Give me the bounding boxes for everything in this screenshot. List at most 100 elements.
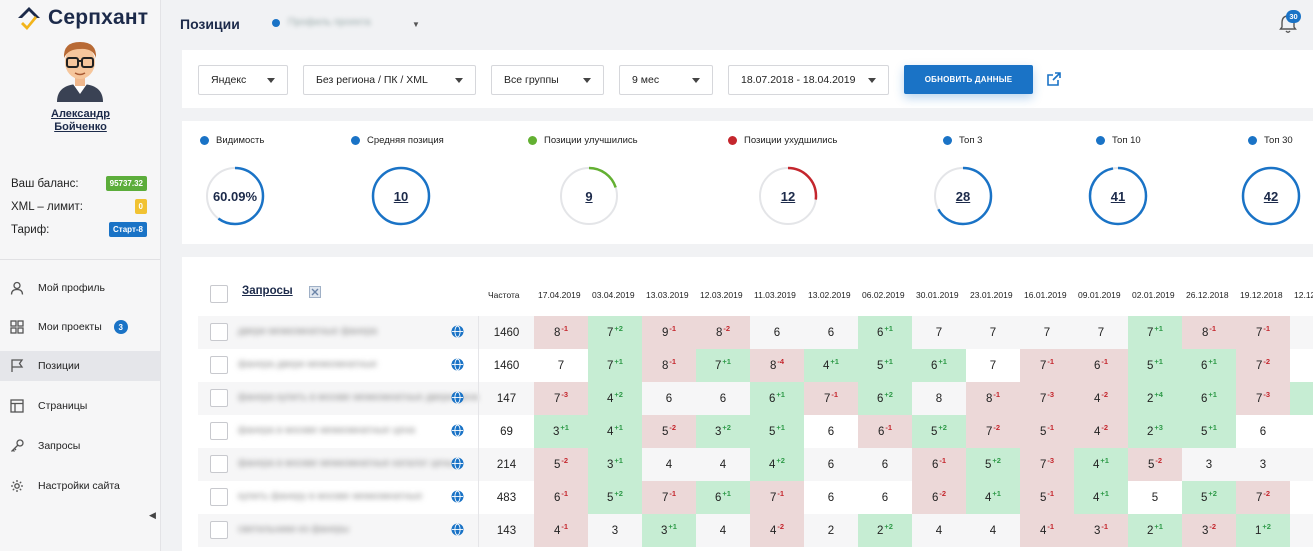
sidebar-item-pages[interactable]: Страницы: [0, 391, 160, 421]
excel-export-icon[interactable]: [309, 286, 321, 298]
position-cell[interactable]: 7: [1074, 316, 1128, 349]
position-cell[interactable]: 3 +2: [696, 415, 750, 448]
position-cell[interactable]: 6 -2: [912, 481, 966, 514]
position-cell[interactable]: 7 -3: [1236, 382, 1290, 415]
position-cell[interactable]: 5 +2: [1182, 481, 1236, 514]
date-column-header[interactable]: 06.02.2019: [862, 290, 905, 300]
position-cell[interactable]: 3: [588, 514, 642, 547]
stat-value[interactable]: 10: [393, 188, 409, 204]
position-cell[interactable]: 7: [966, 316, 1020, 349]
stat-value[interactable]: 42: [1263, 188, 1279, 204]
position-cell[interactable]: 4 -2: [750, 514, 804, 547]
position-cell[interactable]: 3 +1: [642, 514, 696, 547]
date-column-header[interactable]: 23.01.2019: [970, 290, 1013, 300]
avatar[interactable]: [51, 38, 109, 102]
frequency-column-header[interactable]: Частота: [488, 290, 520, 300]
globe-icon[interactable]: [451, 391, 464, 404]
position-cell[interactable]: 3: [1236, 448, 1290, 481]
position-cell[interactable]: [1290, 316, 1313, 349]
position-cell[interactable]: 5 -2: [534, 448, 588, 481]
position-cell[interactable]: 2 +4: [1128, 382, 1182, 415]
stat-value[interactable]: 41: [1110, 188, 1126, 204]
refresh-data-button[interactable]: Обновить данные: [904, 65, 1033, 94]
tariff-badge[interactable]: Старт-8: [109, 222, 147, 237]
position-cell[interactable]: 7 -1: [804, 382, 858, 415]
position-cell[interactable]: 2 +2: [858, 514, 912, 547]
position-cell[interactable]: 2 +1: [1128, 514, 1182, 547]
stat-gauge[interactable]: 41: [1087, 165, 1149, 227]
row-checkbox[interactable]: [210, 521, 228, 539]
position-cell[interactable]: 8: [912, 382, 966, 415]
user-name[interactable]: Александр Бойченко: [0, 108, 161, 134]
position-cell[interactable]: 4 +2: [750, 448, 804, 481]
position-cell[interactable]: 7 +1: [696, 349, 750, 382]
position-cell[interactable]: 6: [750, 316, 804, 349]
position-cell[interactable]: 6: [804, 316, 858, 349]
logo[interactable]: Серпхант: [16, 5, 148, 31]
position-cell[interactable]: 6 +1: [696, 481, 750, 514]
position-cell[interactable]: 4 -1: [534, 514, 588, 547]
position-cell[interactable]: 5: [1128, 481, 1182, 514]
position-cell[interactable]: [1290, 415, 1313, 448]
position-cell[interactable]: 2 +3: [1128, 415, 1182, 448]
date-column-header[interactable]: 12.12.2018: [1294, 290, 1313, 300]
date-column-header[interactable]: 03.04.2019: [592, 290, 635, 300]
position-cell[interactable]: 7 -3: [1020, 382, 1074, 415]
sidebar-item-projects[interactable]: Мои проекты 3: [0, 312, 160, 342]
position-cell[interactable]: 1 +2: [1236, 514, 1290, 547]
position-cell[interactable]: 6: [804, 415, 858, 448]
stat-gauge[interactable]: 60.09%: [204, 165, 266, 227]
position-cell[interactable]: 6: [858, 448, 912, 481]
collapse-sidebar-icon[interactable]: ◀: [149, 510, 156, 520]
query-text[interactable]: фанера купить в москве межкомнатные двер…: [238, 392, 479, 403]
query-text[interactable]: светильники из фанеры: [238, 524, 350, 535]
globe-icon[interactable]: [451, 490, 464, 503]
query-text[interactable]: фанера двери межкомнатные: [238, 359, 377, 370]
position-cell[interactable]: 6 -1: [534, 481, 588, 514]
position-cell[interactable]: 7: [534, 349, 588, 382]
position-cell[interactable]: 6 -1: [1074, 349, 1128, 382]
globe-icon[interactable]: [451, 457, 464, 470]
position-cell[interactable]: [1290, 349, 1313, 382]
position-cell[interactable]: 3: [1182, 448, 1236, 481]
position-cell[interactable]: 7 +1: [588, 349, 642, 382]
position-cell[interactable]: 5 +1: [1182, 415, 1236, 448]
position-cell[interactable]: 5 -1: [1020, 481, 1074, 514]
position-cell[interactable]: [1290, 382, 1313, 415]
position-cell[interactable]: 4 +2: [588, 382, 642, 415]
row-checkbox[interactable]: [210, 422, 228, 440]
globe-icon[interactable]: [451, 523, 464, 536]
date-range-select[interactable]: 18.07.2018 - 18.04.2019: [728, 65, 889, 95]
sidebar-item-site-settings[interactable]: Настройки сайта: [0, 471, 160, 501]
position-cell[interactable]: 7 +1: [1128, 316, 1182, 349]
position-cell[interactable]: 4 +1: [966, 481, 1020, 514]
position-cell[interactable]: 4 +1: [588, 415, 642, 448]
position-cell[interactable]: 7: [912, 316, 966, 349]
period-select[interactable]: 9 мес: [619, 65, 713, 95]
position-cell[interactable]: 8 -1: [642, 349, 696, 382]
position-cell[interactable]: 4: [642, 448, 696, 481]
globe-icon[interactable]: [451, 358, 464, 371]
position-cell[interactable]: 3 -2: [1182, 514, 1236, 547]
position-cell[interactable]: 7 +2: [588, 316, 642, 349]
select-all-checkbox[interactable]: [210, 285, 228, 303]
position-cell[interactable]: 7 -2: [966, 415, 1020, 448]
position-cell[interactable]: [1290, 481, 1313, 514]
sidebar-item-queries[interactable]: Запросы: [0, 431, 160, 461]
project-selector[interactable]: Профиль проекта: [288, 17, 371, 28]
stat-value[interactable]: 28: [955, 188, 971, 204]
stat-gauge[interactable]: 9: [558, 165, 620, 227]
position-cell[interactable]: 7 -2: [1236, 349, 1290, 382]
groups-select[interactable]: Все группы: [491, 65, 604, 95]
position-cell[interactable]: 5 +1: [858, 349, 912, 382]
row-checkbox[interactable]: [210, 389, 228, 407]
globe-icon[interactable]: [451, 325, 464, 338]
sidebar-item-positions[interactable]: Позиции: [0, 351, 160, 381]
position-cell[interactable]: 4 +1: [1074, 448, 1128, 481]
position-cell[interactable]: 6 +1: [1182, 382, 1236, 415]
position-cell[interactable]: [1290, 514, 1313, 547]
position-cell[interactable]: 4 -1: [1020, 514, 1074, 547]
stat-gauge[interactable]: 42: [1240, 165, 1302, 227]
position-cell[interactable]: 6 +1: [858, 316, 912, 349]
position-cell[interactable]: 9 -1: [642, 316, 696, 349]
